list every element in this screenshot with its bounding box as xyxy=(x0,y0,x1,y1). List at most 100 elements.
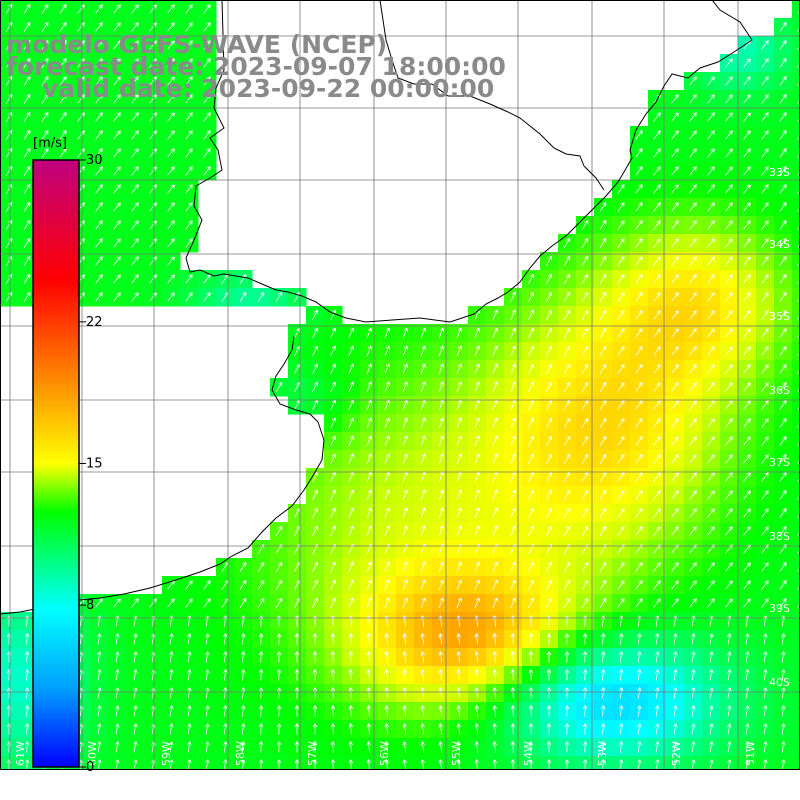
wind-arrow xyxy=(41,58,49,68)
wind-arrow xyxy=(149,130,157,140)
wind-arrow xyxy=(635,238,643,248)
wind-arrow xyxy=(149,598,157,608)
wind-arrow xyxy=(599,490,607,500)
wind-arrow xyxy=(205,705,210,717)
wind-arrow xyxy=(187,669,192,681)
wind-arrow xyxy=(743,382,751,392)
wind-arrow xyxy=(707,490,715,500)
wind-cell xyxy=(792,558,800,577)
wind-arrow xyxy=(384,579,390,591)
wind-arrow xyxy=(797,279,800,284)
wind-arrow xyxy=(348,669,354,681)
wind-arrow xyxy=(617,490,625,500)
wind-arrow xyxy=(528,327,534,339)
wind-arrow xyxy=(725,436,733,446)
wind-cell xyxy=(792,702,800,721)
wind-cell xyxy=(792,0,800,19)
wind-arrow xyxy=(113,130,121,140)
wind-arrow xyxy=(546,345,552,356)
wind-arrow xyxy=(797,585,800,590)
wind-arrow xyxy=(689,310,697,320)
wind-arrow xyxy=(581,471,589,482)
wind-arrow xyxy=(761,364,769,374)
wind-arrow xyxy=(115,687,120,699)
wind-arrow xyxy=(402,435,408,447)
wind-arrow xyxy=(743,166,751,176)
wind-arrow xyxy=(205,723,210,735)
wind-arrow xyxy=(797,477,800,482)
wind-arrow xyxy=(761,292,769,302)
wind-arrow xyxy=(637,687,642,699)
colorbar-tick-label: 15 xyxy=(86,457,103,472)
wind-arrow xyxy=(59,76,67,86)
wind-arrow xyxy=(474,561,480,573)
wind-arrow xyxy=(637,633,642,645)
wind-arrow xyxy=(474,687,480,699)
wind-arrow xyxy=(348,435,354,447)
wind-arrow xyxy=(618,741,624,753)
wind-arrow xyxy=(727,669,732,681)
wind-arrow xyxy=(23,220,31,230)
wind-arrow xyxy=(510,741,516,753)
wind-arrow xyxy=(366,741,372,753)
wind-arrow xyxy=(348,687,354,699)
wind-arrow xyxy=(599,382,607,392)
wind-arrow xyxy=(366,345,372,357)
wind-cell xyxy=(468,756,487,770)
wind-arrow xyxy=(600,633,606,645)
wind-arrow xyxy=(563,525,571,537)
wind-arrow xyxy=(673,705,678,717)
wind-cell xyxy=(792,306,800,325)
wind-arrow xyxy=(582,741,588,753)
wind-arrow xyxy=(761,598,769,608)
wind-arrow xyxy=(456,651,462,663)
wind-arrow xyxy=(240,651,246,663)
wind-arrow xyxy=(599,310,607,320)
wind-arrow xyxy=(653,580,661,590)
wind-cell xyxy=(792,684,800,703)
wind-arrow xyxy=(203,112,211,122)
wind-arrow xyxy=(23,184,31,194)
wind-arrow xyxy=(779,436,787,446)
wind-arrow xyxy=(59,148,67,158)
wind-arrow xyxy=(617,472,625,482)
wind-arrow xyxy=(113,202,121,212)
wind-arrow xyxy=(797,45,800,50)
wind-arrow xyxy=(131,148,139,158)
wind-arrow xyxy=(707,220,715,230)
wind-arrow xyxy=(167,238,175,248)
wind-arrow xyxy=(474,381,480,393)
wind-arrow xyxy=(763,669,768,681)
wind-arrow xyxy=(402,363,408,375)
wind-arrow xyxy=(599,400,607,410)
wind-arrow xyxy=(275,561,283,572)
wind-arrow xyxy=(797,297,800,302)
wind-arrow xyxy=(41,130,49,140)
wind-arrow xyxy=(257,291,265,302)
wind-arrow xyxy=(725,256,733,266)
wind-arrow xyxy=(761,400,769,410)
wind-arrow xyxy=(133,705,138,717)
wind-arrow xyxy=(348,453,354,465)
wind-arrow xyxy=(797,549,800,554)
wind-arrow xyxy=(492,489,498,501)
wind-arrow xyxy=(312,669,318,681)
wind-arrow xyxy=(312,363,318,375)
wind-arrow xyxy=(113,76,121,86)
wind-arrow xyxy=(113,274,121,284)
wind-cell xyxy=(792,180,800,199)
wind-arrow xyxy=(167,256,175,266)
wind-arrow xyxy=(761,112,769,122)
wind-arrow xyxy=(779,202,787,212)
wind-arrow xyxy=(581,561,589,572)
wind-arrow xyxy=(97,741,102,753)
wind-arrow xyxy=(671,328,679,338)
wind-arrow xyxy=(384,561,390,573)
wind-arrow xyxy=(617,328,625,338)
wind-arrow xyxy=(438,723,444,735)
wind-arrow xyxy=(258,669,264,681)
wind-arrow xyxy=(671,436,679,446)
lon-label: 56W xyxy=(378,741,391,766)
lon-label: 55W xyxy=(450,741,463,766)
wind-arrow xyxy=(779,454,787,464)
